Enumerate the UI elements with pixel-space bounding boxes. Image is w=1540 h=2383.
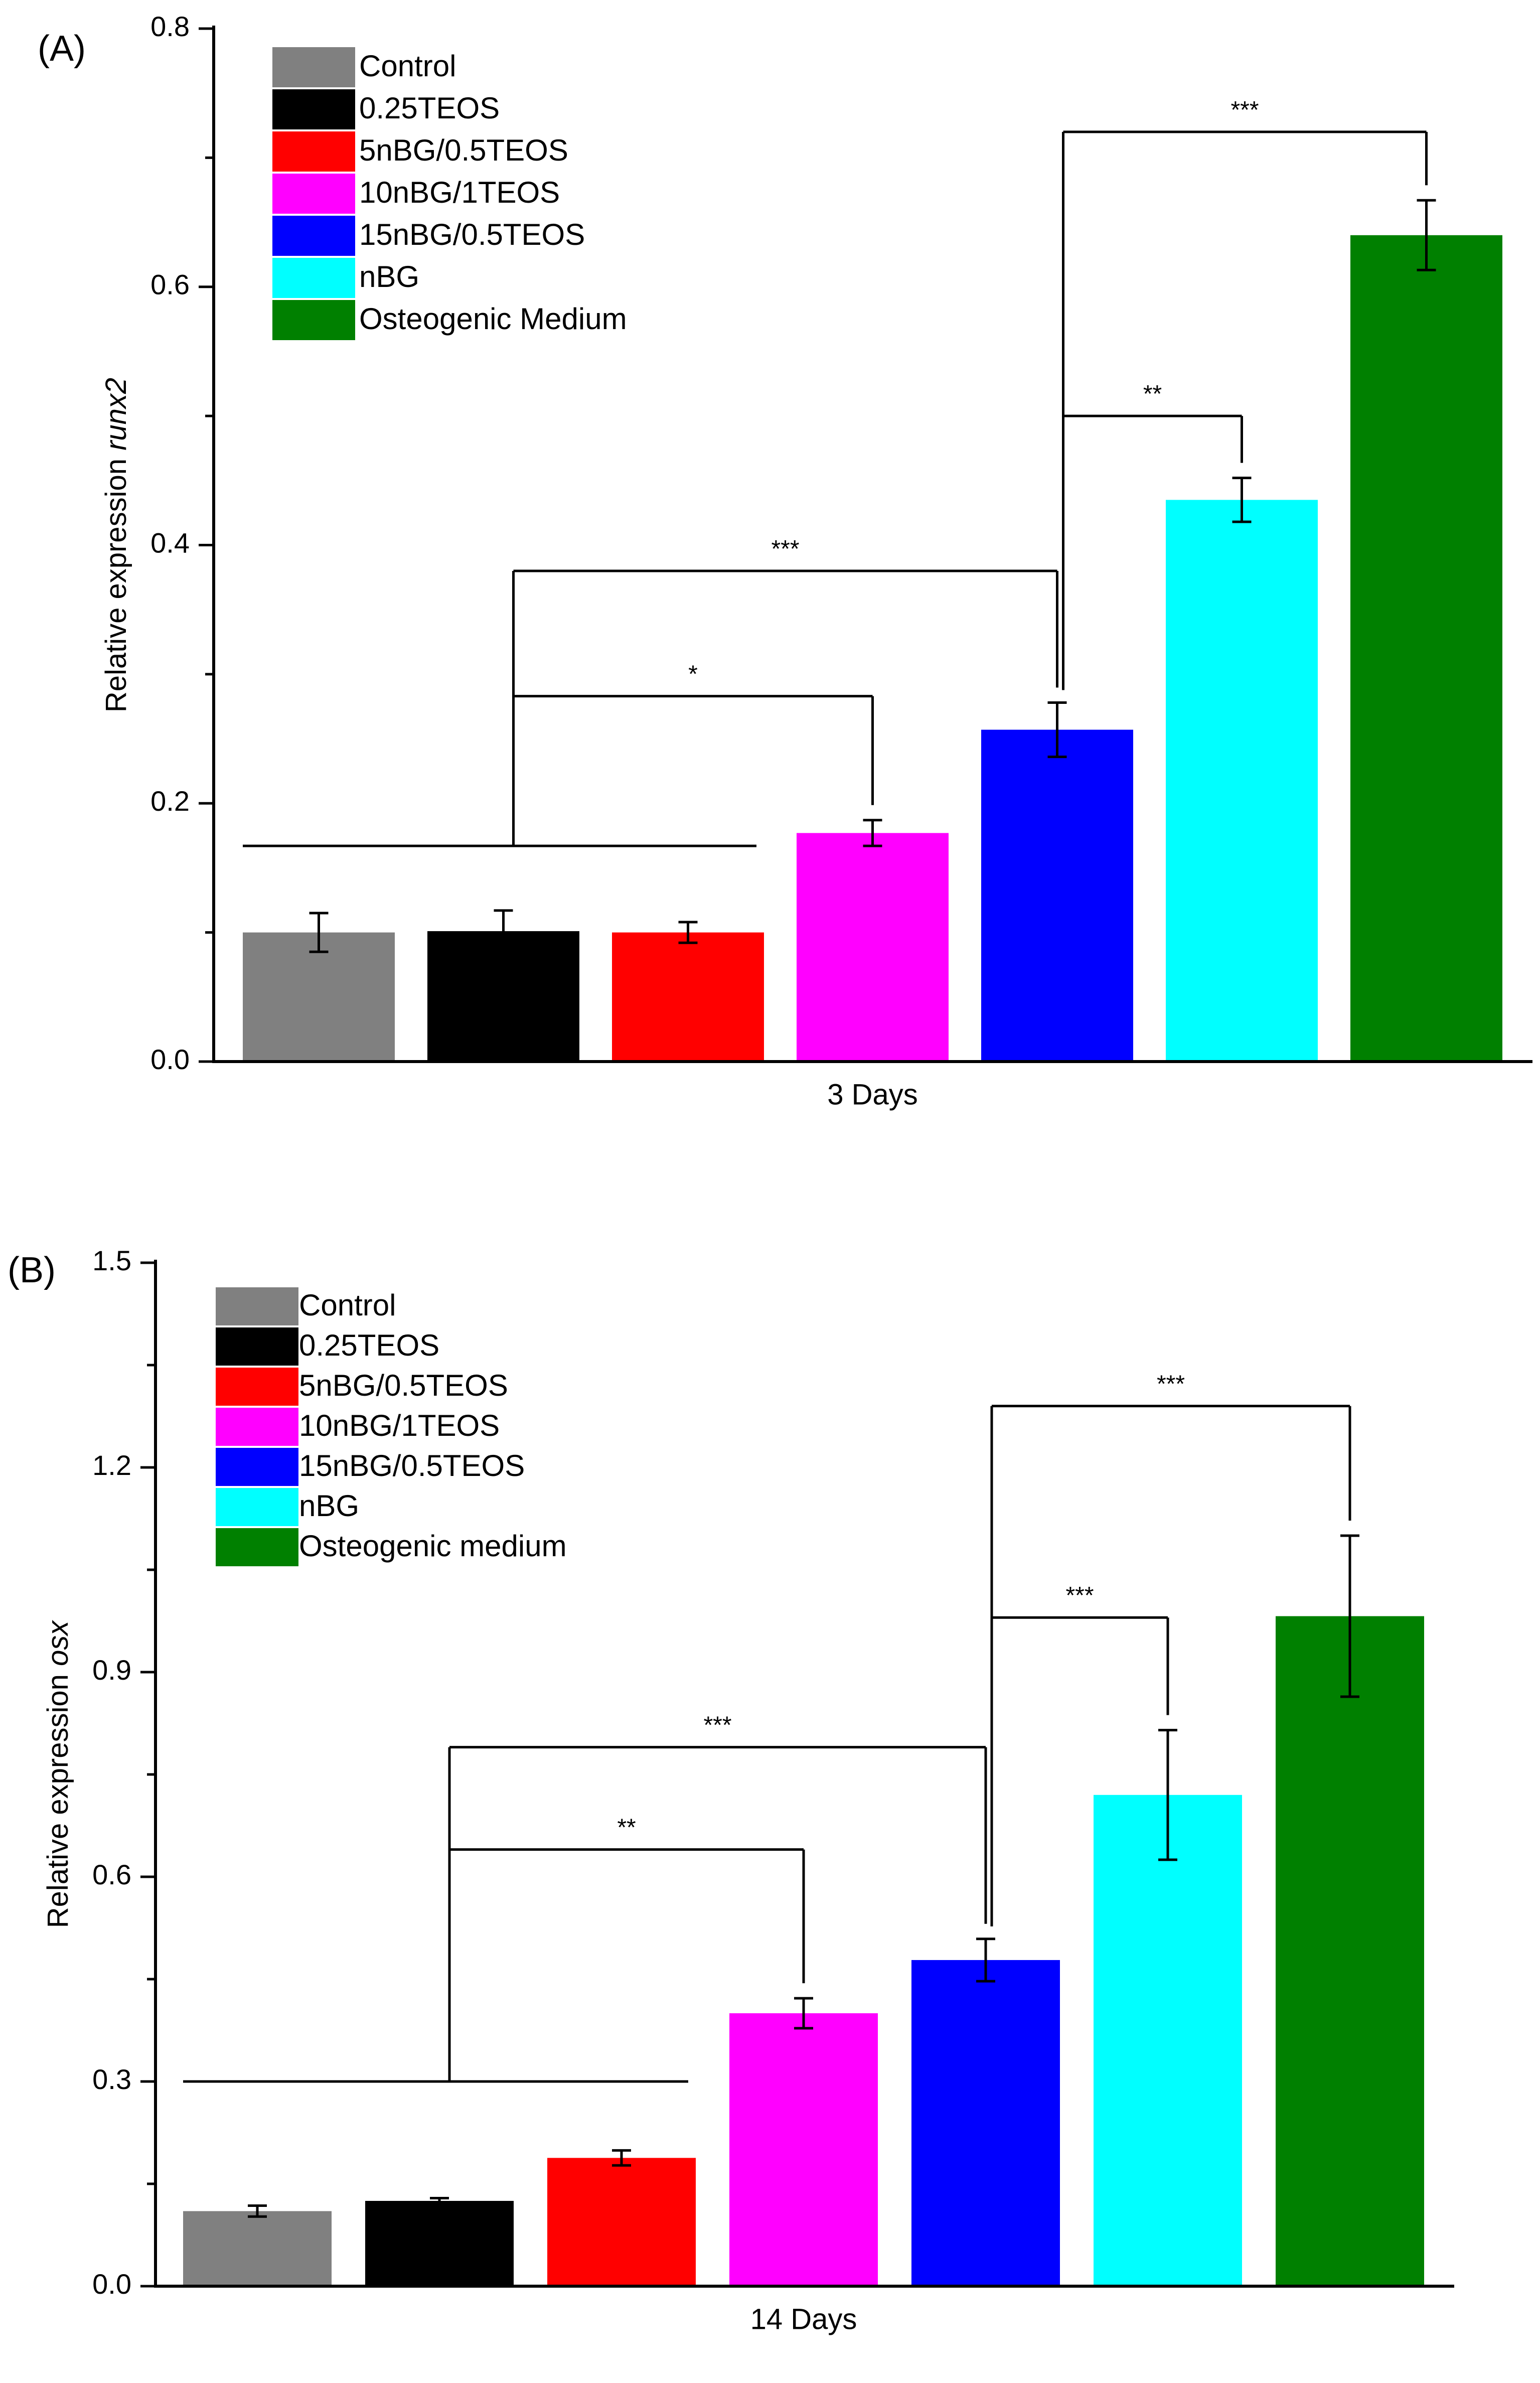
y-axis-label: Relative expression runx2 xyxy=(100,378,132,712)
legend: Control 0.25TEOS 5nBG/0.5TEOS 10nBG/1TEOS 15… xyxy=(216,1287,567,1566)
error-bar-2 xyxy=(494,909,513,953)
y-tick-label: 0.3 xyxy=(92,2063,131,2095)
bar-4 xyxy=(797,833,949,1062)
legend-swatch-2 xyxy=(216,1327,298,1366)
y-tick-label: 1.5 xyxy=(92,1245,131,1276)
y-tick-label: 0.0 xyxy=(92,2268,131,2300)
legend: Control 0.25TEOS 5nBG/0.5TEOS 10nBG/1TEOS 15… xyxy=(272,47,627,340)
significance-label-4: *** xyxy=(1230,97,1259,123)
legend-label-2: 0.25TEOS xyxy=(299,1328,439,1362)
y-tick-label: 0.4 xyxy=(150,527,190,558)
error-bar-4 xyxy=(863,819,882,847)
legend-label-5: 15nBG/0.5TEOS xyxy=(299,1449,525,1482)
bar-7 xyxy=(1350,235,1502,1062)
legend-swatch-3 xyxy=(272,131,355,172)
error-bar-1 xyxy=(309,912,329,953)
legend-label-6: nBG xyxy=(359,260,419,293)
y-axis-label-gene: osx xyxy=(42,1620,74,1666)
legend-swatch-6 xyxy=(272,258,355,298)
bar-6 xyxy=(1166,500,1318,1062)
legend-label-7: Osteogenic medium xyxy=(299,1529,567,1563)
y-axis-label-text: Relative expression xyxy=(100,451,132,712)
significance-bracket-2 xyxy=(448,1746,987,2081)
x-axis-label: 14 Days xyxy=(750,2303,857,2335)
y-tick-label: 0.0 xyxy=(150,1044,190,1075)
significance-bracket-2 xyxy=(512,569,1058,846)
legend-swatch-1 xyxy=(216,1287,298,1325)
x-axis-label: 3 Days xyxy=(827,1078,918,1111)
bar-3 xyxy=(547,2158,696,2286)
significance-label-3: *** xyxy=(1065,1582,1094,1609)
significance-bracket-4 xyxy=(1062,130,1428,690)
error-bar-4 xyxy=(794,1997,813,2030)
y-tick-label: 1.2 xyxy=(92,1449,131,1481)
significance-label-1: ** xyxy=(617,1815,636,1841)
significance-label-1: * xyxy=(688,661,698,688)
error-bar-5 xyxy=(976,1938,995,1983)
legend-swatch-5 xyxy=(216,1448,298,1486)
legend-swatch-3 xyxy=(216,1368,298,1406)
legend-swatch-7 xyxy=(216,1528,298,1566)
bar-6 xyxy=(1094,1795,1242,2286)
y-axis-label: Relative expression osx xyxy=(42,1620,74,1928)
legend-label-5: 15nBG/0.5TEOS xyxy=(359,218,585,251)
y-tick-label: 0.9 xyxy=(92,1654,131,1686)
panel-b: (B) 0.0 0.3 0.6 0.9 1.2 1.5 Relative expression… xyxy=(8,1245,1454,2335)
panel-a: (A) 0.0 0.2 0.4 0.6 0.8 Relative expression ru… xyxy=(38,11,1532,1111)
significance-label-4: *** xyxy=(1157,1371,1185,1398)
legend-label-4: 10nBG/1TEOS xyxy=(299,1409,500,1442)
significance-bracket-1 xyxy=(512,695,874,846)
legend-swatch-7 xyxy=(272,300,355,340)
legend-label-1: Control xyxy=(359,49,456,83)
legend-swatch-5 xyxy=(272,216,355,256)
significance-label-2: *** xyxy=(703,1712,731,1739)
bar-5 xyxy=(911,1960,1060,2286)
error-bar-7 xyxy=(1417,199,1436,271)
error-bar-5 xyxy=(1047,701,1067,759)
error-bar-7 xyxy=(1340,1534,1359,1698)
bar-7 xyxy=(1276,1616,1424,2286)
legend-label-2: 0.25TEOS xyxy=(359,91,500,125)
error-bar-2 xyxy=(430,2197,449,2205)
panel-label: (B) xyxy=(8,1250,56,1290)
error-bar-3 xyxy=(678,921,698,944)
error-bar-3 xyxy=(612,2149,631,2167)
y-tick-label: 0.8 xyxy=(150,11,190,42)
bar-4 xyxy=(729,2013,878,2286)
legend-swatch-4 xyxy=(272,174,355,214)
error-bar-6 xyxy=(1232,477,1252,523)
y-axis-label-gene: runx2 xyxy=(100,378,132,451)
legend-swatch-6 xyxy=(216,1488,298,1526)
error-bar-1 xyxy=(248,2204,267,2218)
legend-label-6: nBG xyxy=(299,1489,359,1523)
error-bar-6 xyxy=(1158,1729,1177,1861)
legend-swatch-1 xyxy=(272,47,355,87)
legend-label-1: Control xyxy=(299,1288,396,1322)
y-axis-label-text: Relative expression xyxy=(42,1666,74,1928)
significance-label-2: *** xyxy=(771,536,799,562)
legend-swatch-4 xyxy=(216,1408,298,1446)
bar-3 xyxy=(612,932,764,1062)
legend-swatch-2 xyxy=(272,89,355,129)
y-tick-label: 0.6 xyxy=(92,1859,131,1890)
legend-label-7: Osteogenic Medium xyxy=(359,302,627,336)
bar-5 xyxy=(981,729,1133,1062)
panel-label: (A) xyxy=(38,29,86,69)
bar-2 xyxy=(365,2201,514,2286)
bar-1 xyxy=(183,2211,332,2286)
legend-label-3: 5nBG/0.5TEOS xyxy=(359,133,568,167)
significance-label-3: ** xyxy=(1143,381,1162,407)
legend-label-3: 5nBG/0.5TEOS xyxy=(299,1369,508,1402)
y-tick-label: 0.6 xyxy=(150,269,190,301)
y-tick-label: 0.2 xyxy=(150,785,190,817)
significance-bracket-4 xyxy=(990,1405,1351,1926)
bar-1 xyxy=(243,932,395,1062)
legend-label-4: 10nBG/1TEOS xyxy=(359,176,560,209)
